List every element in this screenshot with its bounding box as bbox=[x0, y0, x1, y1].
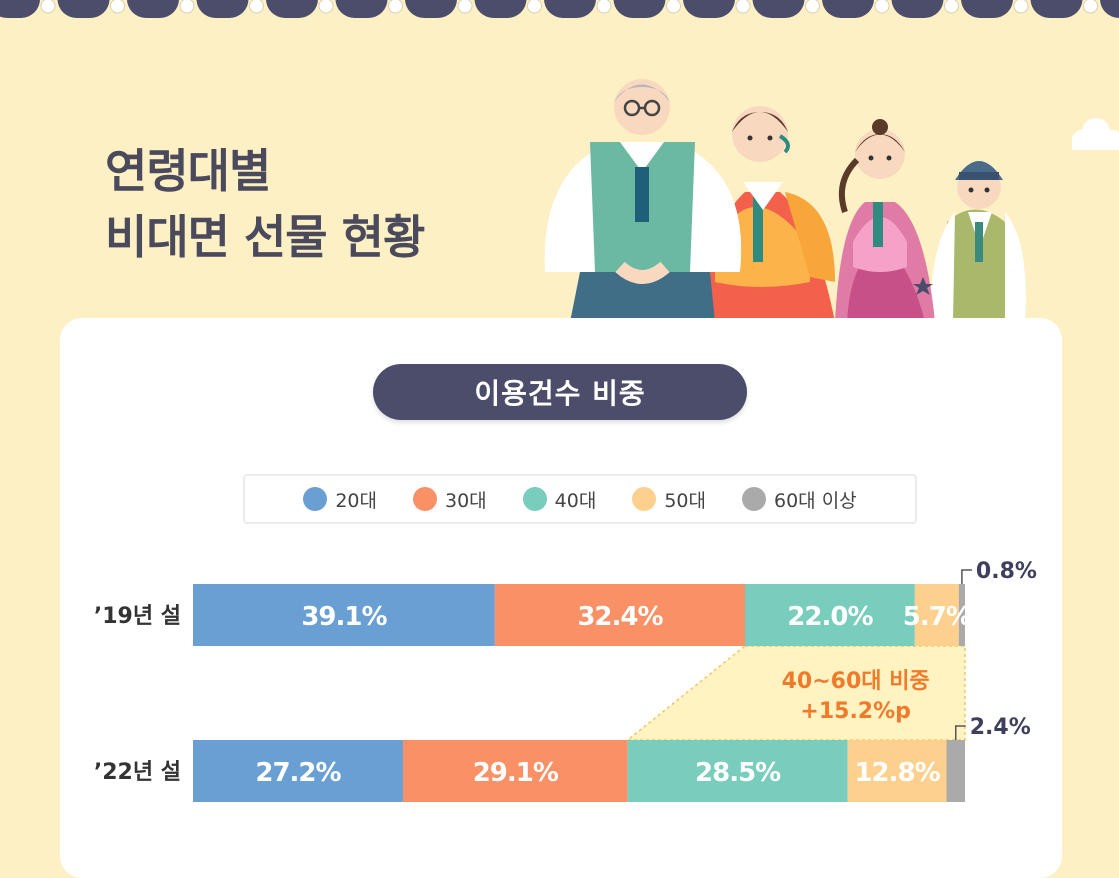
border-scallop bbox=[544, 0, 596, 18]
data-label: 5.7% bbox=[903, 602, 972, 632]
border-flower bbox=[388, 0, 403, 14]
border-scallop bbox=[752, 0, 805, 18]
border-scallop bbox=[474, 0, 527, 18]
legend-item: 20대 bbox=[303, 486, 377, 513]
legend-item: 60대 이상 bbox=[742, 486, 857, 513]
legend-swatch bbox=[412, 487, 437, 511]
legend-label: 60대 이상 bbox=[774, 489, 857, 512]
border-flower bbox=[874, 0, 890, 14]
annotation-label: 40~60대 비중 bbox=[782, 669, 930, 694]
border-flower bbox=[805, 0, 820, 14]
legend-item: 30대 bbox=[412, 486, 487, 513]
bar-segment bbox=[402, 740, 628, 802]
border-scallop bbox=[405, 0, 457, 18]
girl-figure bbox=[835, 119, 935, 322]
border-flower bbox=[249, 0, 264, 14]
cloud-decoration bbox=[1072, 118, 1119, 150]
border-scallop bbox=[613, 0, 666, 18]
grandfather-figure bbox=[544, 79, 742, 322]
bar-segment bbox=[847, 740, 947, 802]
data-label: 27.2% bbox=[255, 758, 341, 788]
border-scallop bbox=[196, 0, 249, 18]
border-scallop bbox=[0, 0, 40, 18]
legend-swatch bbox=[632, 487, 657, 511]
border-scallop bbox=[891, 0, 944, 18]
data-label: 22.0% bbox=[787, 602, 873, 632]
border-scallop bbox=[335, 0, 388, 18]
data-label-external: 2.4% bbox=[970, 715, 1031, 740]
legend-item: 50대 bbox=[632, 486, 706, 513]
bar-segment bbox=[494, 584, 745, 646]
bar-segment bbox=[193, 584, 495, 646]
category-label: ’19년 설 bbox=[94, 604, 181, 629]
data-label: 12.8% bbox=[854, 758, 940, 788]
data-label: 29.1% bbox=[473, 758, 559, 788]
page-title-line-2: 비대면 선물 현황 bbox=[105, 210, 425, 264]
data-label: 32.4% bbox=[577, 602, 663, 632]
bar-segment bbox=[946, 740, 965, 802]
border-flower bbox=[1083, 0, 1098, 14]
legend-label: 50대 bbox=[664, 489, 706, 512]
border-scallop bbox=[822, 0, 874, 18]
legend-label: 40대 bbox=[554, 489, 597, 512]
annotation-value: +15.2%p bbox=[800, 699, 911, 724]
border-flower bbox=[179, 0, 195, 14]
bar-segment bbox=[958, 584, 965, 646]
leader-line bbox=[961, 569, 972, 584]
data-label-external: 0.8% bbox=[976, 559, 1037, 584]
border-flower bbox=[318, 0, 334, 14]
border-flower bbox=[1013, 0, 1029, 14]
bar-segment bbox=[193, 740, 403, 802]
page-title: 연령대별 비대면 선물 현황 bbox=[105, 138, 425, 270]
legend-item: 40대 bbox=[522, 486, 597, 513]
border-scallop bbox=[266, 0, 318, 18]
border-scallop bbox=[57, 0, 110, 18]
bar-segment bbox=[627, 740, 848, 802]
legend-label: 30대 bbox=[444, 489, 487, 512]
border-flower bbox=[527, 0, 542, 14]
border-flower bbox=[735, 0, 751, 14]
border-scallop bbox=[1030, 0, 1083, 18]
border-flower bbox=[666, 0, 681, 14]
border-scallop bbox=[961, 0, 1013, 18]
border-flower bbox=[457, 0, 473, 14]
legend-swatch bbox=[742, 487, 766, 511]
category-label: ’22년 설 bbox=[94, 760, 181, 785]
boy-figure bbox=[930, 161, 1026, 322]
data-label: 28.5% bbox=[695, 758, 781, 788]
border-scallop bbox=[683, 0, 735, 18]
chart-legend: 20대 30대 40대 50대 60대 이상 bbox=[243, 474, 917, 524]
border-flower bbox=[944, 0, 959, 14]
chart-title-pill: 이용건수 비중 bbox=[373, 364, 747, 420]
border-scallop bbox=[1100, 0, 1119, 18]
border-scallop bbox=[127, 0, 179, 18]
bar-segment bbox=[744, 584, 915, 646]
legend-label: 20대 bbox=[335, 489, 377, 512]
border-flower bbox=[596, 0, 612, 14]
border-flower bbox=[40, 0, 56, 14]
legend-swatch bbox=[303, 487, 328, 511]
scalloped-top-border bbox=[0, 0, 1119, 30]
stacked-bar-chart: ’19년 설 ’22년 설 39.1% 32.4% 22.0% 5.7% 27.2% 29.1… bbox=[94, 559, 1037, 802]
leader-line bbox=[954, 725, 966, 740]
hanbok-family-illustration bbox=[544, 79, 1026, 322]
border-flower bbox=[110, 0, 125, 14]
data-label: 39.1% bbox=[301, 602, 387, 632]
legend-swatch bbox=[522, 487, 547, 511]
bar-segment bbox=[914, 584, 959, 646]
page-title-line-1: 연령대별 bbox=[105, 144, 271, 198]
